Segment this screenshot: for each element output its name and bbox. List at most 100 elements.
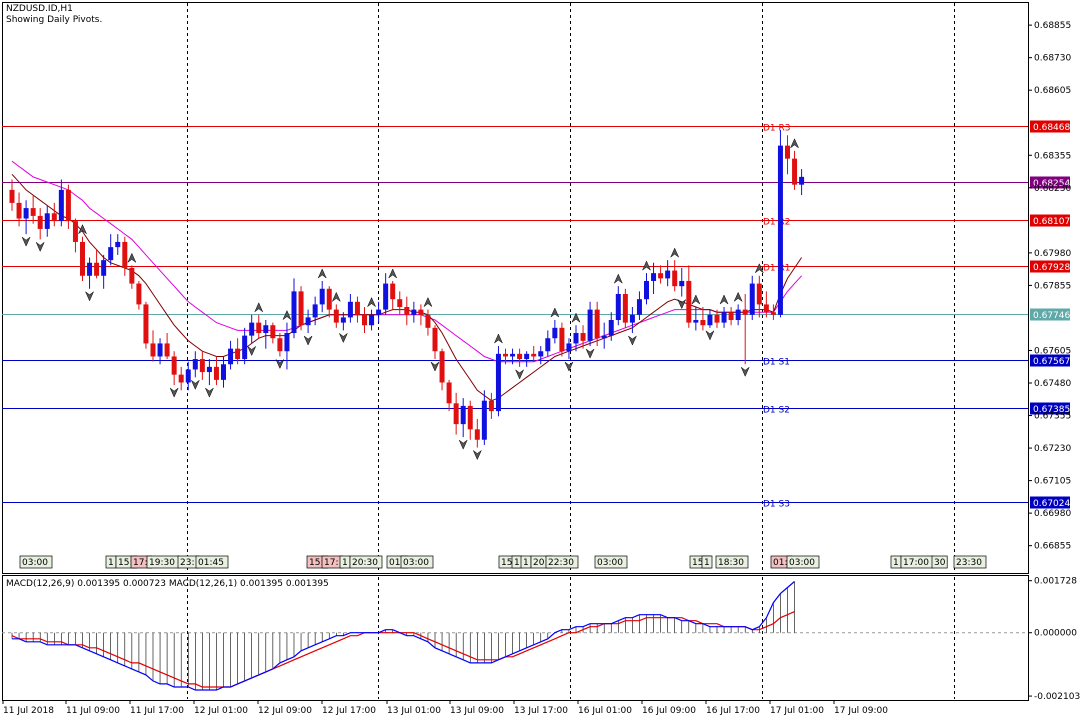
fractal-down-arrow [430,361,440,372]
session-label: 17: [324,558,338,568]
session-label: 1 [108,558,114,568]
x-tick-label: 11 Jul 2018 [3,706,54,716]
session-box [19,555,53,569]
time-axis: 11 Jul 2018 11 Jul 09:00 11 Jul 17:00 12 Ju… [2,700,888,716]
candle-bear [439,351,445,383]
symbol-title: NZDUSD.ID,H1 [6,4,73,14]
session-box [953,555,987,569]
x-tick-label: 17 Jul 09:00 [834,706,888,716]
candle-bull [383,283,389,310]
fractal-down-arrow [564,361,574,372]
candle-bull [58,189,64,222]
candle-bull [629,314,635,323]
candle-bull [538,351,544,357]
macd-signal-line [11,611,795,688]
x-tick-label: 16 Jul 17:00 [706,706,760,716]
session-label: 15: [309,558,323,568]
fractal-down-arrow [247,345,257,357]
fractal-up-arrow [77,224,88,235]
candle-bear [728,312,734,321]
y-tick-label: 0.66855 [1034,542,1071,552]
candle-bull [749,283,755,315]
candle-bear [531,353,537,357]
candle-bull [284,333,290,352]
candle-bear [136,283,142,305]
session-label: 03:00 [789,558,815,568]
candle-bull [601,335,607,339]
candle-bull [552,327,558,339]
candle-bull [291,291,297,334]
candle-bear [622,293,628,323]
session-label: 1 [704,558,710,568]
x-tick-label: 11 Jul 17:00 [130,706,184,716]
candle-bear [658,273,664,279]
y-tick-label: 0.67355 [1034,412,1071,422]
pivot-levels: D1 R3 0.68468 D1 R2 0.68107 D1 R1 0.67928 0.67… [2,120,1070,510]
session-label: 17: [133,558,147,568]
fractal-up-arrow [550,307,560,318]
session-label: 15: [692,558,706,568]
price-tag [1030,402,1070,415]
candle-bull [495,353,501,412]
candle-bull [707,314,713,326]
macd-main-line [12,581,795,691]
fractal-down-arrow [627,335,638,346]
fractal-up-arrow [789,138,800,149]
candle-bear [354,301,360,315]
candle-bull [644,280,649,300]
candle-bull [312,304,318,318]
session-box [594,555,628,569]
fractal-up-arrow [754,263,764,274]
main-chart-frame [2,2,1029,574]
candle-bull [87,262,93,276]
fractal-down-arrow [458,439,468,450]
fractal-down-arrow [585,348,595,359]
candle-bear [277,338,283,352]
session-label: 19:30 [149,558,175,568]
session-box [400,555,434,569]
candle-bear [9,189,15,203]
pivot-label: D1 R1 [763,264,791,274]
candle-bear [150,343,156,357]
candle-bull [524,353,530,360]
fractal-down-arrow [204,387,215,398]
session-box [715,555,749,569]
fractal-down-arrow [169,387,179,398]
x-tick-label: 13 Jul 01:00 [387,706,441,716]
y-tick-label: 0.67480 [1034,379,1071,389]
pivot-label: D1 S2 [763,406,790,416]
candle-bear [785,145,790,159]
candle-bull [157,343,163,357]
y-tick-label: 0.68605 [1034,86,1071,96]
fractal-up-arrow [613,273,623,284]
fractal-up-arrow [366,296,377,308]
candle-bear [770,312,776,315]
candle-bull [108,247,114,261]
candle-bull [221,364,226,380]
session-box [931,555,948,569]
x-tick-label: 13 Jul 17:00 [514,706,568,716]
fractal-down-arrow [275,358,285,370]
fractal-up-arrow [571,312,581,323]
fractal-up-arrow [719,294,729,305]
candle-bear [51,213,57,222]
fractal-down-arrow [338,332,348,344]
price-tag-text: 0.67385 [1033,405,1070,415]
candle-bull [115,241,121,248]
y-tick-label: 0.68730 [1034,54,1071,64]
candle-bear [503,353,508,357]
fractal-up-arrow [317,268,327,279]
session-label: 23: [180,558,194,568]
current-price-tag [1030,176,1070,189]
macd-y-tick-label: 0.000000 [1034,629,1077,639]
candle-bear [333,309,339,323]
fractal-down-arrow [35,241,45,252]
macd-panel-frame [2,575,1029,701]
fractal-up-arrow [282,310,292,321]
x-tick-label: 13 Jul 09:00 [450,706,504,716]
session-label: 15: [118,558,132,568]
candle-bull [228,348,234,365]
candlesticks [9,130,805,448]
candle-bull [249,322,255,336]
